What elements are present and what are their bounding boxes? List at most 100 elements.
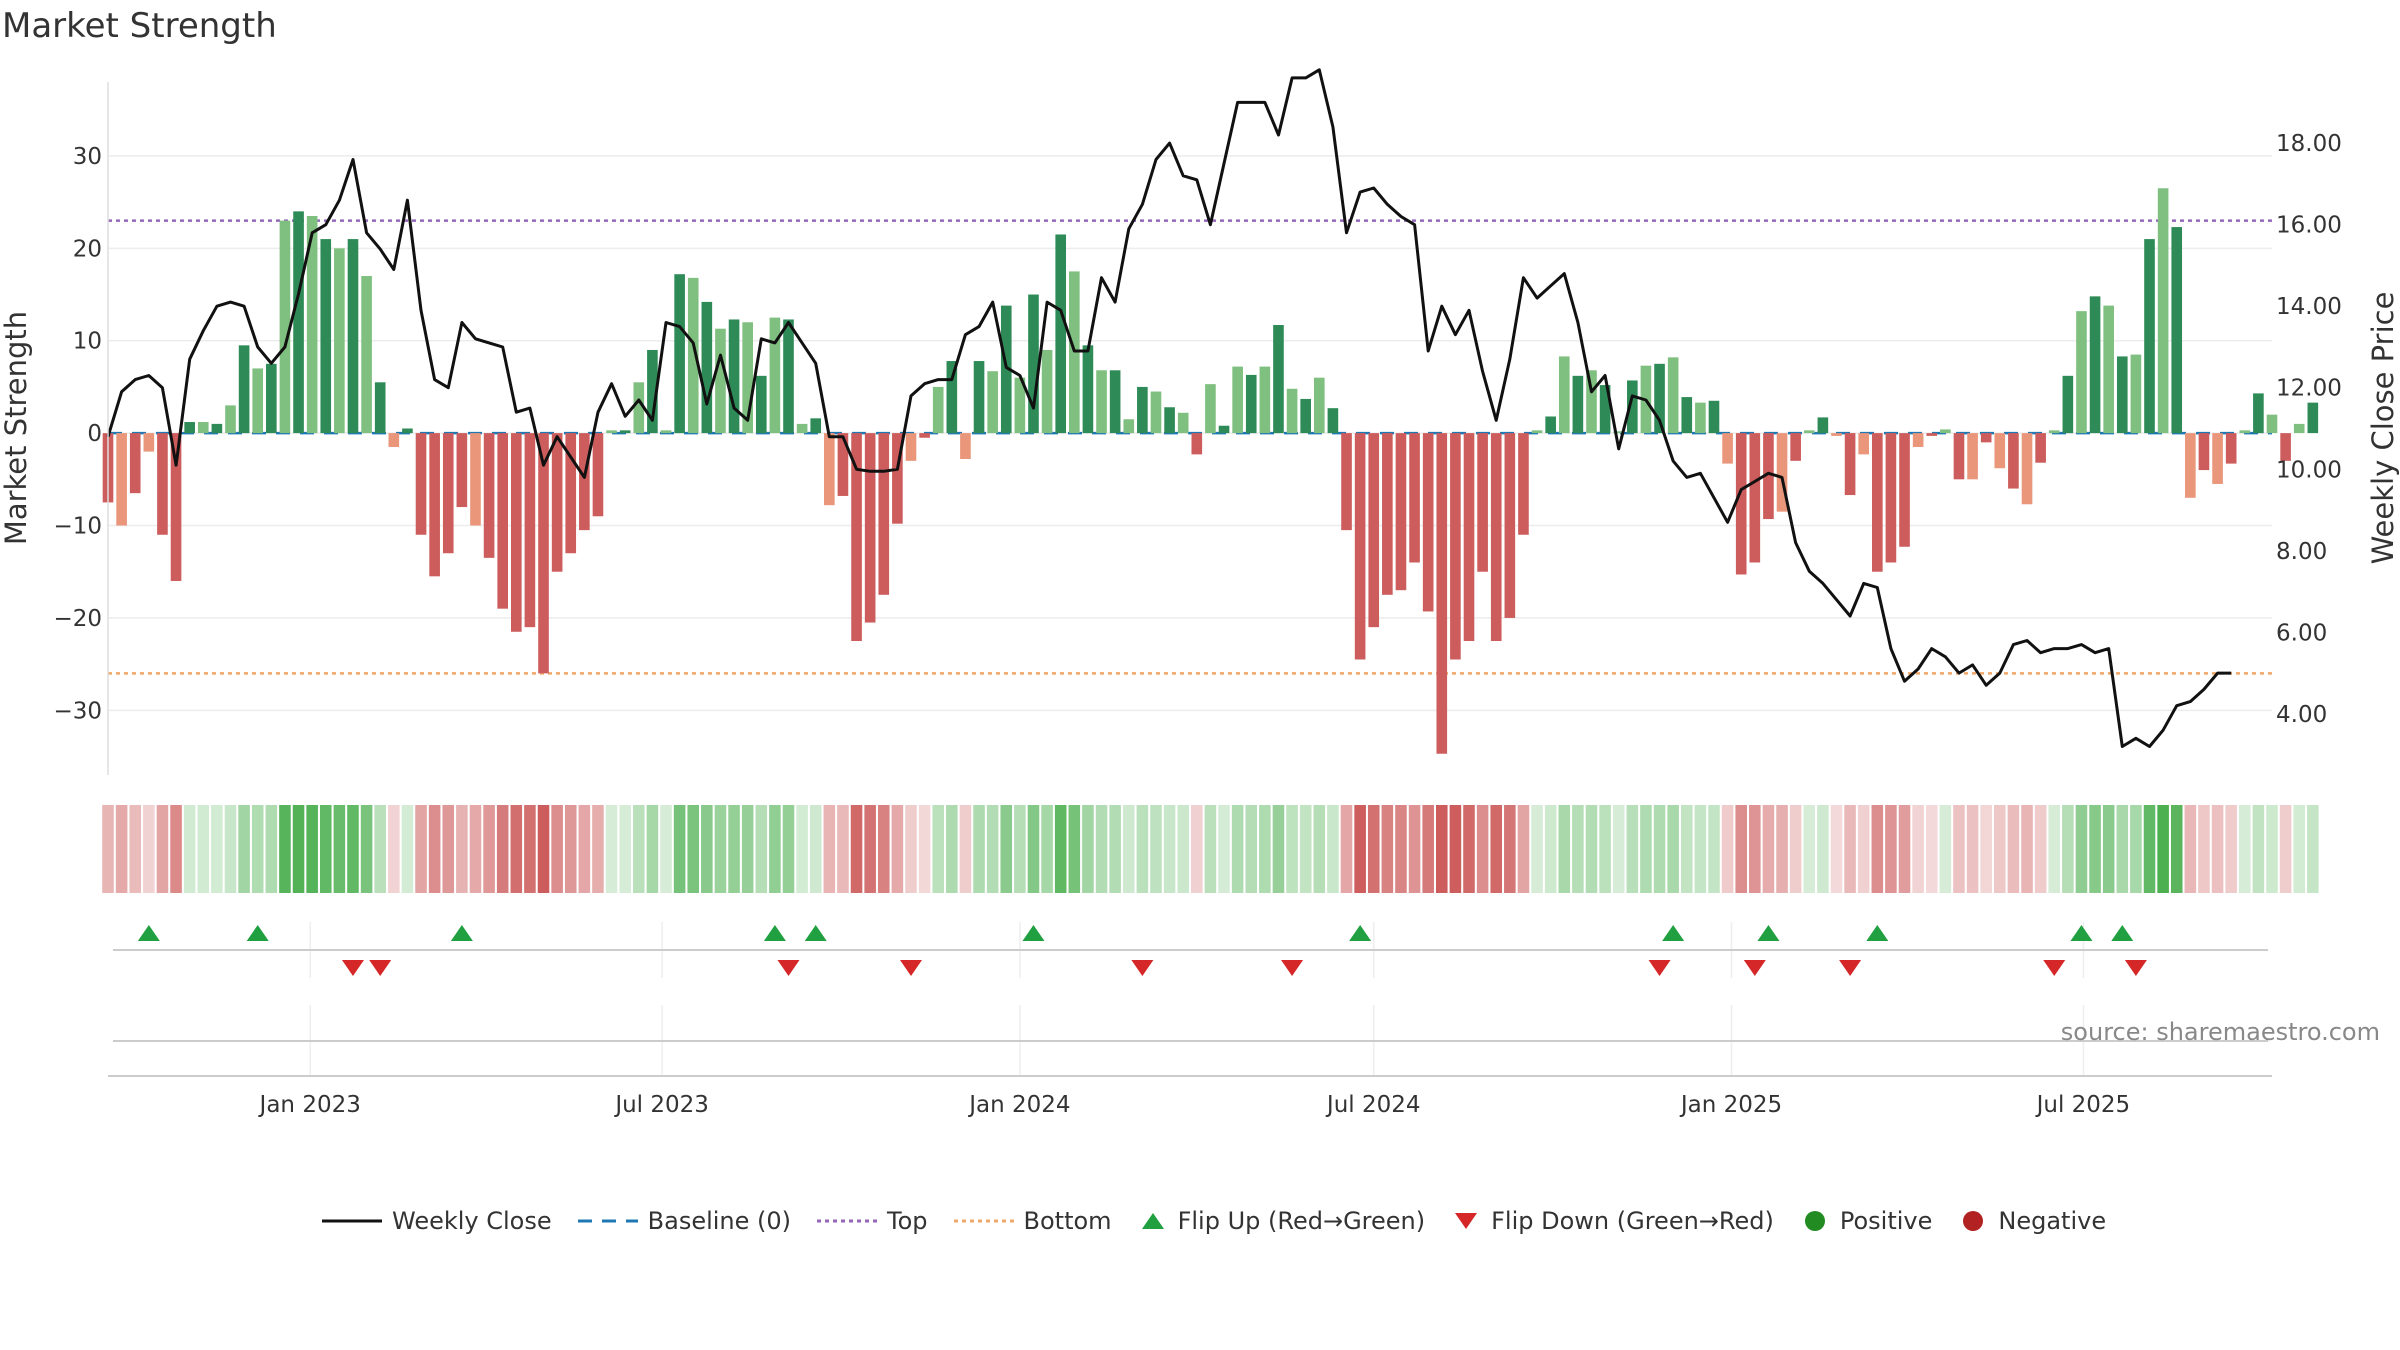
heat-cell — [1191, 805, 1203, 893]
heat-cell — [1517, 805, 1530, 893]
flip-up-marker — [137, 925, 160, 941]
heat-cell — [728, 805, 740, 893]
heat-cell — [102, 805, 114, 893]
strength-bar — [2266, 414, 2278, 434]
heat-cell — [2170, 805, 2183, 893]
flip-down-marker — [341, 960, 364, 976]
strength-bar — [538, 433, 549, 674]
heat-cell — [1844, 805, 1856, 893]
heat-cell — [1299, 805, 1312, 893]
flip-down-marker — [1131, 960, 1154, 976]
heat-cell — [891, 805, 904, 893]
heat-cell — [1953, 805, 1965, 893]
strength-bar — [1572, 375, 1584, 434]
heat-cell — [1327, 805, 1339, 893]
heat-cell — [1857, 805, 1870, 893]
strength-bar — [2280, 433, 2291, 461]
strength-bar — [1613, 431, 1625, 434]
strength-bar — [2239, 430, 2251, 434]
heat-cell — [1422, 805, 1434, 893]
strength-bar — [429, 433, 440, 577]
heat-cell — [1436, 805, 1448, 893]
y-tick-label: 10 — [73, 329, 102, 355]
legend-label: Weekly Close — [392, 1207, 552, 1235]
heat-cell — [1313, 805, 1326, 893]
strength-bar — [579, 433, 590, 531]
heat-cell — [1585, 805, 1598, 893]
y2-tick-label: 8.00 — [2276, 539, 2327, 565]
heat-cell — [1966, 805, 1979, 893]
flip-up-marker — [1866, 925, 1889, 941]
strength-bar — [388, 433, 400, 447]
strength-bar — [1150, 391, 1162, 434]
y2-tick-label: 14.00 — [2276, 294, 2342, 320]
strength-bar — [919, 433, 930, 438]
heat-cell — [388, 805, 400, 893]
heat-cell — [1776, 805, 1788, 893]
heat-cell — [687, 805, 700, 893]
heat-cell — [1803, 805, 1816, 893]
heat-cell — [782, 805, 795, 893]
heat-cell — [714, 805, 727, 893]
strength-bar — [1803, 430, 1815, 434]
strength-bar — [197, 422, 209, 434]
flip-down-marker — [2043, 960, 2066, 976]
strength-bar — [1667, 357, 1679, 434]
strength-bar — [170, 433, 182, 581]
strength-bar — [1409, 433, 1420, 563]
heat-cell — [306, 805, 318, 893]
strength-bar — [1695, 402, 1706, 434]
strength-bar — [1041, 349, 1053, 434]
heat-cell — [918, 805, 931, 893]
strength-bar — [1654, 363, 1665, 434]
strength-bar — [361, 276, 372, 434]
strength-bar — [1245, 374, 1257, 434]
y-tick-label: −30 — [53, 698, 102, 724]
strength-bar — [2021, 433, 2033, 505]
strength-bar — [1817, 417, 1829, 434]
heat-cell — [2198, 805, 2210, 893]
strength-bar — [1313, 377, 1325, 434]
heat-cell — [1463, 805, 1475, 893]
heat-cell — [496, 805, 509, 893]
strength-bar — [306, 215, 318, 434]
heat-cell — [1231, 805, 1244, 893]
heat-cell — [347, 805, 359, 893]
heat-cell — [2143, 805, 2156, 893]
heat-cell — [1735, 805, 1747, 893]
chart-title: Market Strength — [2, 6, 277, 46]
flip-up-marker — [450, 925, 473, 941]
strength-bar — [647, 349, 658, 434]
strength-bar — [878, 433, 890, 595]
heat-cell — [1204, 805, 1217, 893]
strength-bar — [415, 433, 427, 535]
heat-cell — [1667, 805, 1679, 893]
heat-cell — [415, 805, 427, 893]
legend-item: Top — [817, 1207, 928, 1235]
heat-cell — [2225, 805, 2237, 893]
heat-cell — [1272, 805, 1285, 893]
strength-bar — [334, 248, 345, 434]
strength-bar — [864, 433, 876, 623]
strength-bar — [2293, 423, 2305, 434]
source-label: source: sharemaestro.com — [2061, 1018, 2380, 1046]
heat-cell — [1871, 805, 1884, 893]
legend-item: Bottom — [953, 1207, 1112, 1235]
legend-label: Negative — [1998, 1207, 2107, 1235]
strength-bar — [960, 433, 971, 459]
x-tick-label: Jul 2024 — [1325, 1092, 1421, 1118]
strength-bar — [1844, 433, 1856, 496]
x-tick-label: Jan 2024 — [967, 1092, 1070, 1118]
strength-bar — [1137, 386, 1148, 434]
heat-cell — [428, 805, 441, 893]
strength-bar — [374, 382, 386, 434]
flip-markers — [137, 925, 2147, 976]
heat-cell — [1830, 805, 1843, 893]
heat-cell — [646, 805, 659, 893]
strength-bar — [1327, 408, 1339, 434]
heat-cell — [115, 805, 128, 893]
y2-tick-label: 10.00 — [2276, 457, 2342, 483]
legend: Weekly Close Baseline (0) Top Bottom Flip Up… — [322, 1207, 2132, 1235]
heat-cell — [224, 805, 237, 893]
x-tick-label: Jan 2025 — [1679, 1092, 1782, 1118]
